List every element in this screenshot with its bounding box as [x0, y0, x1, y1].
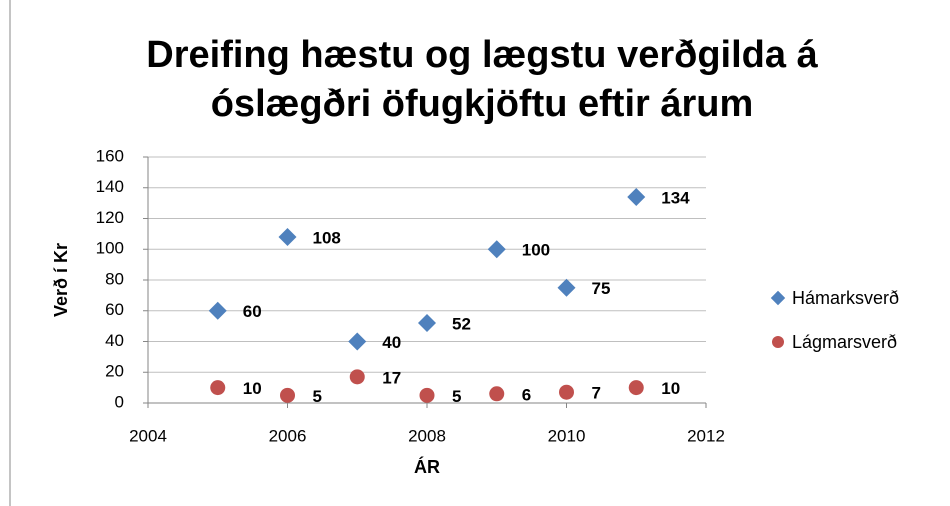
x-tick-label: 2004	[129, 426, 167, 445]
x-tick-label: 2010	[548, 426, 586, 445]
x-tick-label: 2012	[687, 426, 725, 445]
data-label: 10	[243, 379, 262, 398]
data-label: 5	[313, 387, 322, 406]
y-tick-label: 80	[105, 269, 124, 288]
marker	[418, 314, 436, 333]
marker	[280, 387, 295, 403]
y-tick-label: 0	[115, 392, 124, 411]
marker	[208, 301, 227, 320]
y-tick-label: 160	[96, 146, 124, 165]
data-label: 40	[382, 333, 401, 352]
chart-title: óslægðri öfugkjöftu eftir árum	[211, 83, 754, 125]
legend-label: Hámarksverð	[792, 288, 899, 308]
marker	[349, 369, 365, 385]
marker	[278, 227, 297, 246]
marker	[348, 332, 367, 351]
marker	[419, 387, 435, 403]
data-label: 108	[313, 228, 341, 247]
data-label: 60	[243, 302, 262, 321]
marker	[559, 384, 574, 400]
y-tick-label: 40	[105, 331, 124, 350]
data-label: 52	[452, 315, 471, 334]
y-tick-label: 120	[96, 208, 124, 227]
data-label: 6	[522, 385, 531, 404]
data-label: 10	[661, 379, 680, 398]
x-tick-label: 2006	[269, 426, 307, 445]
legend-marker	[772, 336, 784, 348]
data-label: 75	[592, 279, 611, 298]
data-label: 7	[592, 384, 601, 403]
chart-title: Dreifing hæstu og lægstu verðgilda á	[146, 34, 818, 76]
data-label: 100	[522, 241, 550, 260]
legend-marker	[770, 290, 786, 306]
y-tick-label: 60	[105, 300, 124, 319]
marker	[487, 240, 506, 259]
marker	[627, 187, 646, 206]
x-axis-label: ÁR	[414, 456, 440, 477]
data-label: 5	[452, 387, 461, 406]
y-axis-label: Verð í Kr	[51, 243, 71, 317]
data-label: 17	[382, 368, 401, 387]
legend-label: Lágmarsverð	[792, 332, 897, 352]
y-tick-label: 140	[96, 177, 124, 196]
x-tick-label: 2008	[408, 426, 446, 445]
y-tick-label: 20	[105, 362, 124, 381]
marker	[628, 380, 644, 396]
marker	[489, 386, 505, 402]
data-label: 134	[661, 188, 690, 207]
marker	[210, 380, 226, 396]
marker	[557, 278, 576, 297]
y-tick-label: 100	[96, 239, 124, 258]
